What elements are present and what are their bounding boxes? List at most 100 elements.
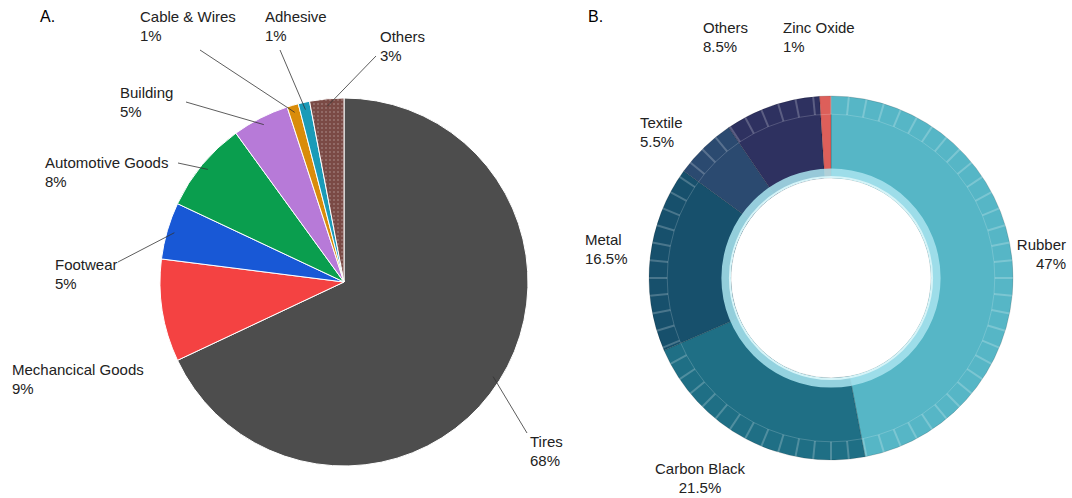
- category-label: Rubber: [1017, 236, 1066, 253]
- slice: [820, 96, 831, 178]
- tread-line: [994, 294, 1012, 296]
- panel-letter: B.: [588, 8, 603, 25]
- tread-line: [761, 110, 768, 127]
- tread-line: [992, 310, 1010, 314]
- tread-line: [847, 97, 849, 115]
- tread-line: [778, 435, 783, 452]
- tread-line: [649, 277, 667, 279]
- value-label: 8.5%: [703, 38, 737, 55]
- labels: Tires 68% Mechancical Goods 9% Footwear 5% Aut…: [12, 8, 563, 469]
- tread-line: [830, 96, 832, 114]
- category-label: Others: [380, 28, 425, 45]
- tread-line: [908, 117, 917, 133]
- tread-line: [702, 149, 715, 162]
- category-label: Zinc Oxide: [783, 19, 855, 36]
- category-label: Footwear: [55, 256, 118, 273]
- leaders: [118, 50, 527, 433]
- tread-line: [922, 127, 932, 142]
- tread-line: [935, 137, 947, 151]
- category-label: Tires: [530, 433, 563, 450]
- value-label: 9%: [12, 380, 34, 397]
- value-label: 5.5%: [640, 133, 674, 150]
- tread-line: [663, 341, 680, 348]
- leader-line: [493, 377, 527, 433]
- tread-line: [947, 394, 960, 407]
- leader-line: [186, 102, 264, 125]
- tread-line: [716, 405, 728, 419]
- tread-line: [863, 439, 867, 457]
- slice: [664, 318, 865, 460]
- tread-line: [847, 441, 849, 459]
- tread-line: [716, 137, 728, 151]
- tread-line: [650, 294, 668, 296]
- category-label: Building: [120, 84, 173, 101]
- leader-line: [280, 50, 305, 110]
- tread-line: [652, 310, 670, 314]
- value-label: 3%: [380, 47, 402, 64]
- category-label: Carbon Black: [655, 460, 746, 477]
- value-label: 1%: [265, 27, 287, 44]
- tread-line: [690, 382, 704, 394]
- tread-line: [908, 422, 917, 438]
- tread-line: [745, 422, 754, 438]
- labels: Rubber47%Carbon Black21.5%Metal16.5%Text…: [585, 19, 1066, 496]
- category-label: Cable & Wires: [140, 8, 236, 25]
- tread-line: [958, 163, 972, 175]
- rim: [726, 173, 936, 383]
- tread-line: [730, 127, 740, 142]
- tread-line: [652, 242, 670, 246]
- value-label: 1%: [783, 38, 805, 55]
- panel-letter: A.: [40, 8, 55, 25]
- tread-line: [730, 414, 740, 429]
- slice: [310, 98, 344, 282]
- tread-line: [650, 260, 668, 262]
- tread-line: [994, 260, 1012, 262]
- tread-line: [745, 117, 754, 133]
- value-label: 16.5%: [585, 250, 628, 267]
- figure: A. Tires 68% Mechancical Goods 9% Footwear 5% A…: [0, 0, 1072, 498]
- category-label: Textile: [640, 114, 683, 131]
- tread-line: [813, 97, 815, 115]
- value-label: 1%: [140, 27, 162, 44]
- tread-line: [982, 341, 999, 348]
- tread-line: [795, 99, 799, 117]
- tread-line: [795, 439, 799, 457]
- value-label: 47%: [1036, 255, 1066, 272]
- slice: [831, 96, 1013, 457]
- tread-line: [967, 369, 982, 379]
- tread-line: [947, 149, 960, 162]
- tread-line: [935, 405, 947, 419]
- tread-line: [680, 177, 695, 187]
- slices: [160, 98, 528, 466]
- panel: B.Rubber47%Carbon Black21.5%Metal16.5%Te…: [585, 8, 1066, 496]
- category-label: Others: [703, 19, 748, 36]
- tread-line: [813, 441, 815, 459]
- tread-line: [982, 208, 999, 215]
- tread-line: [663, 208, 680, 215]
- tread-line: [761, 429, 768, 446]
- value-label: 5%: [55, 275, 77, 292]
- category-label: Automotive Goods: [45, 154, 168, 171]
- leader-line: [327, 56, 376, 106]
- tread-line: [680, 369, 695, 379]
- tread-line: [830, 442, 832, 460]
- tread: [649, 96, 1013, 460]
- category-label: Adhesive: [265, 8, 327, 25]
- tread-line: [967, 177, 982, 187]
- tread-line: [670, 355, 686, 364]
- slice: [729, 96, 825, 195]
- tread-line: [657, 225, 674, 230]
- tread-line: [879, 104, 884, 121]
- panel: A. Tires 68% Mechancical Goods 9% Footwear 5% A…: [12, 8, 563, 469]
- value-label: 5%: [120, 103, 142, 120]
- tread-line: [670, 192, 686, 201]
- value-label: 68%: [530, 452, 560, 469]
- value-label: 8%: [45, 173, 67, 190]
- category-label: Mechancical Goods: [12, 361, 144, 378]
- leader-line: [200, 50, 295, 112]
- tread-line: [975, 192, 991, 201]
- tread-line: [988, 326, 1005, 331]
- tread-line: [879, 435, 884, 452]
- tread-line: [995, 277, 1013, 279]
- tread-line: [988, 225, 1005, 230]
